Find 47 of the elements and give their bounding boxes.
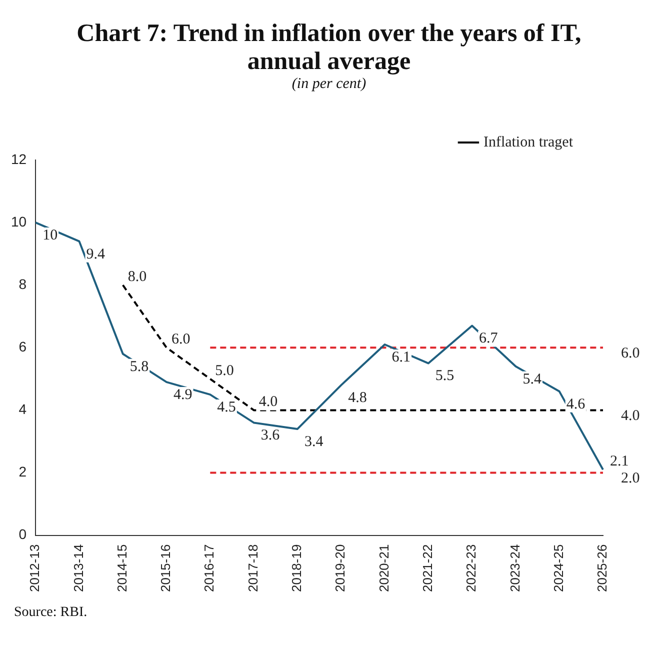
x-tick-label: 2021-22 [420, 544, 435, 592]
data-label: 6.7 [479, 330, 498, 347]
x-tick-label: 2014-15 [114, 544, 130, 592]
data-label: 6.1 [392, 349, 411, 366]
line-series [122, 284, 604, 412]
data-label: 10 [42, 227, 58, 244]
x-tick-label: 2018-19 [289, 544, 304, 592]
data-label: 4.0 [621, 408, 640, 424]
data-label: 4.6 [566, 396, 586, 412]
x-tick-label: 2022-23 [464, 544, 479, 592]
data-label: 2.1 [610, 454, 629, 470]
x-tick-label: 2024-25 [550, 544, 566, 592]
data-label: 4.5 [217, 399, 236, 416]
y-tick-label: 10 [10, 213, 27, 230]
x-tick-label: 2020-21 [376, 544, 392, 592]
data-label: 5.4 [522, 371, 542, 388]
x-tick-label: 2019-20 [332, 544, 348, 592]
data-label: 5.5 [435, 368, 454, 384]
legend-label: Inflation traget [483, 134, 574, 150]
data-label: 2.0 [621, 470, 640, 487]
x-tick-label: 2017-18 [245, 544, 260, 592]
data-label: 6.0 [621, 346, 640, 362]
data-label: 4.9 [174, 386, 192, 403]
x-tick-label: 2015-16 [158, 544, 174, 592]
y-tick-label: 12 [10, 150, 27, 167]
x-tick-label: 2016-17 [202, 544, 217, 592]
y-tick-label: 2 [18, 464, 27, 480]
source-note: Source: RBI. [13, 605, 88, 621]
data-label: 8.0 [128, 269, 147, 286]
y-tick-label: 0 [18, 526, 27, 542]
y-tick-label: 4 [18, 401, 27, 418]
y-tick-label: 8 [18, 276, 27, 292]
x-tick-label: 2012-13 [27, 544, 42, 592]
data-label: 3.4 [304, 434, 324, 450]
x-tick-label: 2013-14 [70, 544, 86, 592]
data-label: 5.8 [130, 358, 149, 375]
y-tick-label: 6 [18, 338, 27, 355]
data-label: 6.0 [172, 332, 190, 348]
chart-title: Chart 7: Trend in inflation over the years of IT, annual average [76, 19, 582, 76]
data-label: 5.0 [215, 362, 234, 379]
x-tick-label: 2025-26 [594, 544, 610, 592]
chart-subtitle: (in per cent) [290, 76, 368, 93]
data-label: 4.8 [348, 390, 367, 406]
data-label: 9.4 [86, 246, 106, 262]
x-tick-label: 2023-24 [507, 544, 522, 592]
data-label: 3.6 [260, 428, 280, 444]
data-label: 4.0 [258, 394, 278, 410]
